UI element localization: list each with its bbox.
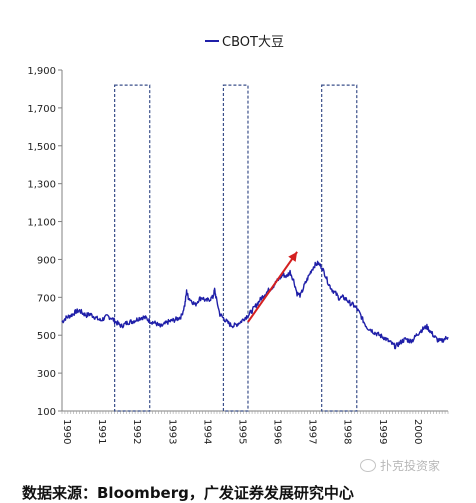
- x-tick-label: 1998: [342, 419, 353, 444]
- legend: CBOT大豆: [205, 31, 284, 50]
- y-tick-label: 1,500: [27, 142, 56, 153]
- x-tick-label: 2000: [412, 419, 423, 444]
- trend-arrow-head: [288, 251, 298, 262]
- x-tick-label: 1997: [307, 419, 318, 444]
- y-tick-label: 1,900: [27, 66, 56, 77]
- source-note: 数据来源：Bloomberg，广发证券发展研究中心: [22, 484, 354, 502]
- annotation-group: [247, 251, 298, 323]
- x-tick-label: 1994: [201, 419, 212, 444]
- highlight-box: [222, 84, 249, 412]
- x-tick-label: 1991: [96, 419, 107, 444]
- series-line: [61, 260, 449, 350]
- watermark-text: 扑克投资家: [380, 459, 441, 473]
- series-line-group: [61, 260, 449, 350]
- x-tick-label: 1996: [272, 419, 283, 444]
- legend-label: CBOT大豆: [222, 35, 284, 50]
- watermark: 扑克投资家: [360, 457, 440, 474]
- y-tick-label: 1,300: [27, 180, 56, 191]
- wechat-icon: [360, 459, 376, 472]
- x-tick-label: 1995: [236, 419, 247, 444]
- y-tick-label: 100: [37, 407, 56, 418]
- x-tick-label: 1999: [377, 419, 388, 444]
- highlight-box: [321, 84, 358, 412]
- y-tick-label: 1,700: [27, 104, 56, 115]
- axes: 100 300 500 700 900 1,100 1,300 1,500 1,700 1,900…: [27, 66, 449, 444]
- y-tick-label: 900: [37, 255, 56, 266]
- highlight-box: [114, 84, 151, 412]
- highlight-boxes: [114, 84, 358, 412]
- y-tick-label: 1,100: [27, 218, 56, 229]
- x-tick-label: 1990: [61, 419, 72, 444]
- y-tick-label: 700: [37, 293, 56, 304]
- x-tick-label: 1992: [131, 419, 142, 444]
- y-tick-label: 500: [37, 331, 56, 342]
- legend-swatch: [205, 39, 219, 42]
- x-tick-label: 1993: [166, 419, 177, 444]
- trend-arrow-line: [247, 251, 298, 323]
- y-tick-label: 300: [37, 369, 56, 380]
